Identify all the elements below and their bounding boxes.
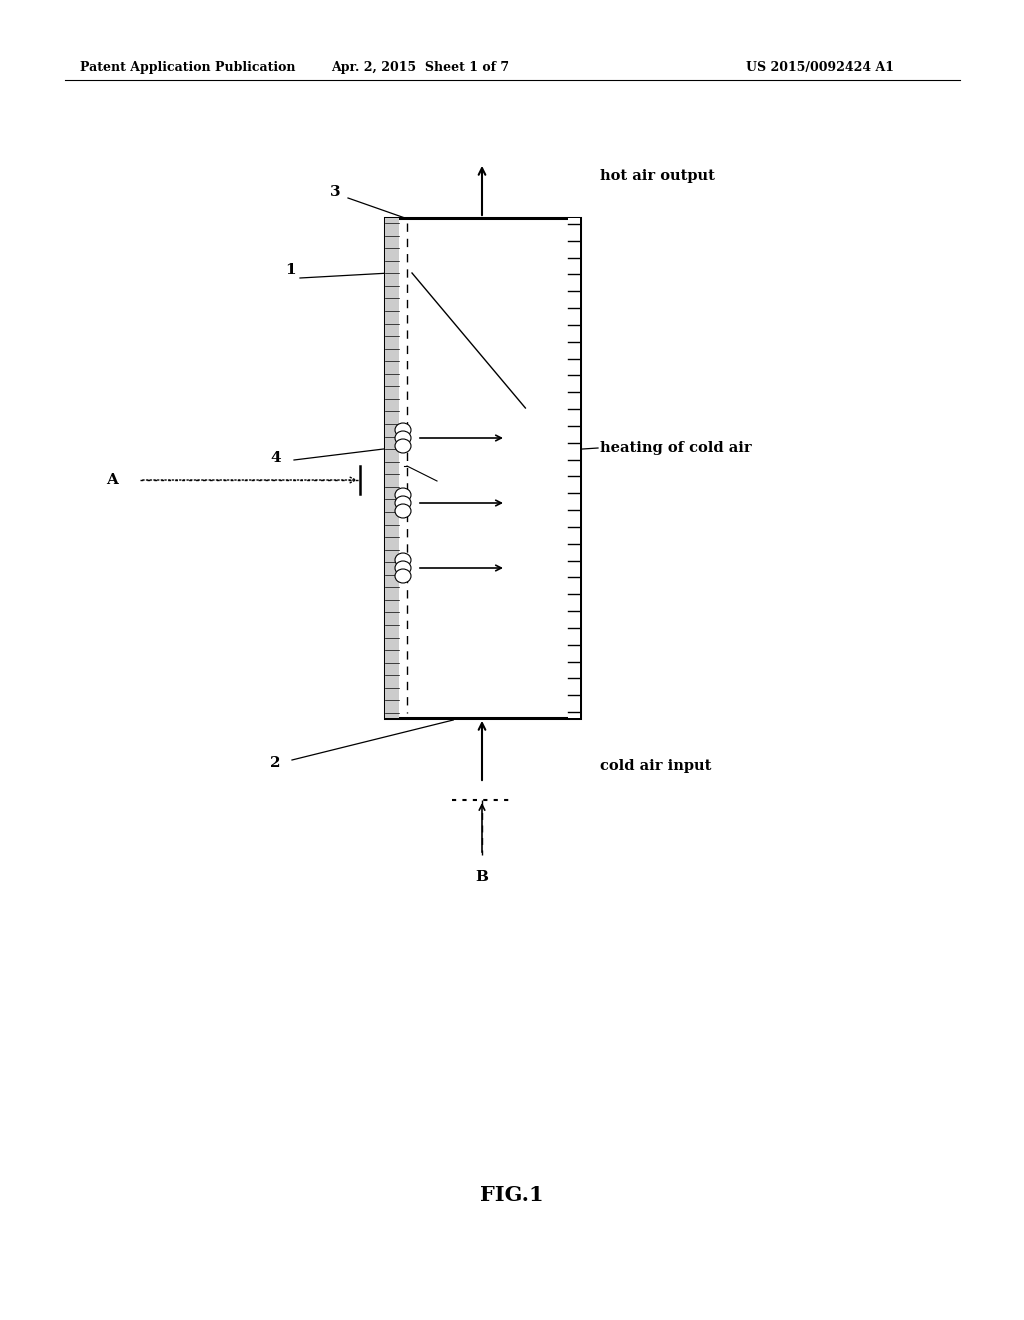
Ellipse shape <box>395 422 411 437</box>
Text: 3: 3 <box>330 185 341 199</box>
Ellipse shape <box>395 488 411 502</box>
Text: B: B <box>475 870 488 884</box>
Text: Patent Application Publication: Patent Application Publication <box>80 62 296 74</box>
Bar <box>568 218 580 718</box>
Text: A: A <box>106 473 118 487</box>
Text: hot air output: hot air output <box>600 169 715 183</box>
Text: 2: 2 <box>270 756 281 770</box>
Ellipse shape <box>395 440 411 453</box>
Text: heating of cold air: heating of cold air <box>600 441 752 455</box>
Text: 1: 1 <box>285 263 296 277</box>
Ellipse shape <box>395 569 411 583</box>
Ellipse shape <box>395 504 411 517</box>
Ellipse shape <box>395 496 411 510</box>
Ellipse shape <box>395 553 411 568</box>
Text: FIG.1: FIG.1 <box>480 1185 544 1205</box>
Text: US 2015/0092424 A1: US 2015/0092424 A1 <box>746 62 894 74</box>
Bar <box>385 218 580 718</box>
Bar <box>385 218 399 718</box>
Text: Apr. 2, 2015  Sheet 1 of 7: Apr. 2, 2015 Sheet 1 of 7 <box>331 62 509 74</box>
Text: cold air input: cold air input <box>600 759 712 774</box>
Ellipse shape <box>395 561 411 576</box>
Text: 4: 4 <box>270 451 281 465</box>
Ellipse shape <box>395 432 411 445</box>
